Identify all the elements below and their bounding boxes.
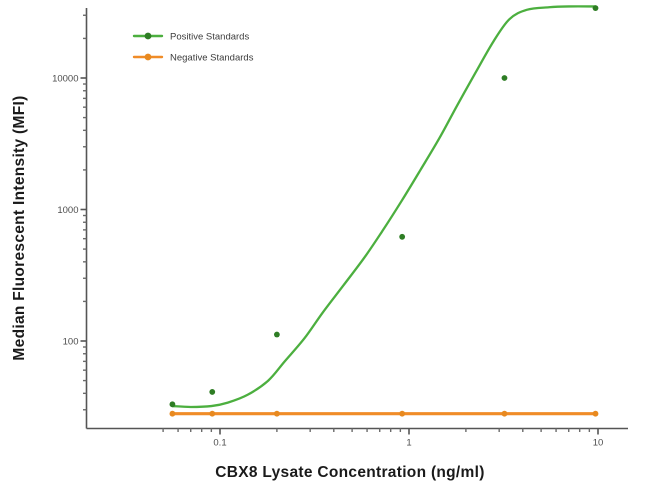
data-point-marker	[209, 389, 216, 395]
y-tick-label: 1000	[57, 205, 78, 216]
x-axis-title: CBX8 Lysate Concentration (ng/ml)	[215, 464, 484, 481]
data-point-marker	[592, 410, 599, 417]
legend-label: Negative Standards	[170, 53, 254, 64]
data-point-marker	[399, 410, 406, 417]
data-point-marker	[273, 410, 280, 417]
series-curve	[171, 5, 597, 409]
y-axis-title: Median Fluorescent Intensity (MFI)	[11, 95, 28, 360]
y-tick-label: 10000	[52, 74, 78, 85]
legend-swatch-marker	[144, 53, 152, 61]
data-point-marker	[501, 75, 508, 81]
chart-legend: Positive Standards Negative Standards	[132, 32, 254, 64]
chart-plot-area: 0.1 1 10 100 1000 10000	[52, 5, 604, 449]
data-point-marker	[273, 331, 280, 338]
axis-spines	[85, 8, 628, 430]
data-point-marker	[209, 410, 216, 417]
data-point-marker	[501, 410, 508, 417]
x-tick-label: 10	[593, 438, 604, 449]
y-tick-label: 100	[63, 337, 79, 348]
data-point-marker	[592, 5, 599, 12]
data-point-marker	[169, 410, 176, 417]
data-point-marker	[169, 401, 176, 408]
x-tick-label: 0.1	[213, 438, 226, 449]
legend-label: Positive Standards	[170, 32, 249, 43]
x-tick-label: 1	[406, 438, 411, 449]
data-point-marker	[399, 233, 406, 240]
legend-swatch-marker	[144, 32, 152, 40]
